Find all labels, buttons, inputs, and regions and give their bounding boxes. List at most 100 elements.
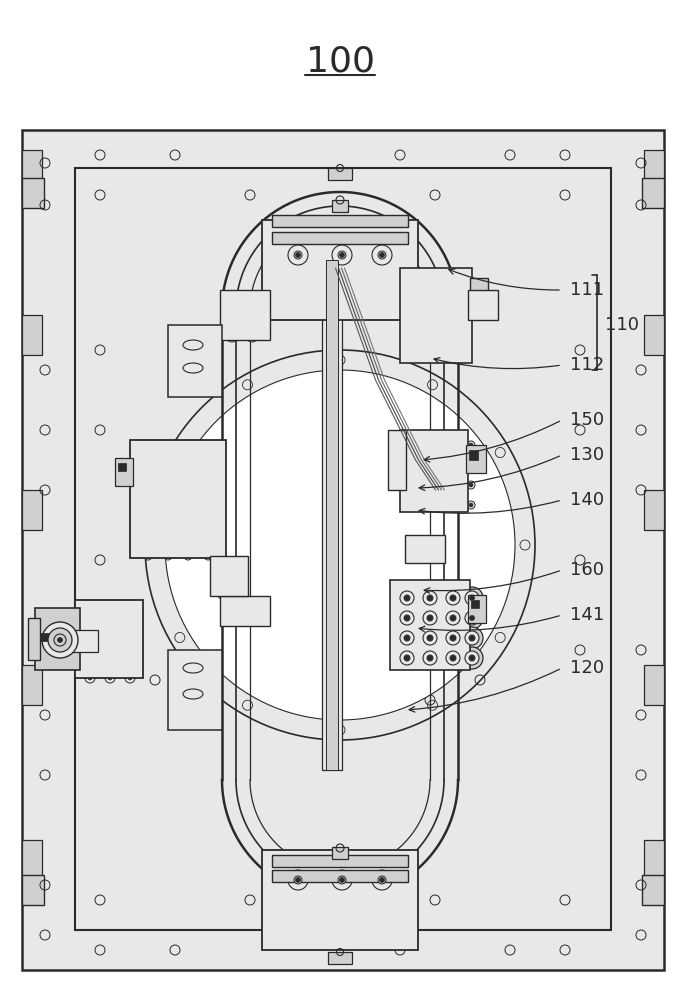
Circle shape [125,673,135,683]
Circle shape [283,865,313,895]
Bar [466,445,486,473]
Ellipse shape [183,689,203,699]
Circle shape [42,622,78,658]
Bar [469,450,478,460]
Circle shape [225,293,239,307]
Circle shape [144,476,152,484]
Bar [400,430,468,512]
Circle shape [396,627,418,649]
Bar [644,665,664,705]
Circle shape [461,587,483,609]
Circle shape [438,283,442,287]
Circle shape [453,503,457,507]
Circle shape [430,540,440,550]
Circle shape [436,351,444,359]
Circle shape [245,328,259,342]
Circle shape [396,647,418,669]
Circle shape [436,328,444,336]
Circle shape [481,296,485,300]
Circle shape [125,613,135,623]
Text: 140: 140 [570,491,604,509]
Circle shape [330,368,334,372]
Circle shape [453,463,457,467]
Text: 160: 160 [570,561,604,579]
Circle shape [144,516,152,524]
Circle shape [184,456,192,464]
Circle shape [405,595,410,600]
Bar [332,200,348,212]
Circle shape [427,635,433,641]
Circle shape [206,518,210,522]
Circle shape [451,615,456,620]
Circle shape [465,591,479,605]
Circle shape [404,615,410,621]
Circle shape [105,635,115,645]
Circle shape [184,496,192,504]
Circle shape [411,461,419,469]
Circle shape [146,498,150,502]
Text: 110: 110 [605,316,639,334]
Circle shape [225,315,239,329]
Circle shape [218,561,226,569]
Circle shape [144,536,152,544]
Bar [22,875,44,905]
Circle shape [451,501,459,509]
Circle shape [330,648,334,652]
Circle shape [414,353,418,357]
Bar [644,490,664,530]
Circle shape [146,478,150,482]
Circle shape [446,631,460,645]
Circle shape [411,501,419,509]
Bar [75,168,611,930]
Bar [272,870,408,882]
Circle shape [405,636,410,641]
Circle shape [329,527,335,533]
Circle shape [438,306,442,310]
Bar [220,290,270,340]
Circle shape [451,461,459,469]
Circle shape [105,613,115,623]
Circle shape [469,463,473,467]
Bar [220,596,270,626]
Circle shape [108,616,112,620]
Circle shape [450,635,456,641]
Circle shape [184,516,192,524]
Circle shape [48,628,72,652]
Circle shape [105,673,115,683]
Circle shape [450,655,456,661]
Circle shape [481,310,485,314]
Circle shape [427,595,433,601]
Circle shape [164,516,172,524]
Circle shape [461,647,483,669]
Circle shape [88,676,92,680]
Circle shape [164,496,172,504]
Text: 150: 150 [570,411,604,429]
Circle shape [166,538,170,542]
Circle shape [204,496,212,504]
Bar [332,847,348,859]
Circle shape [125,635,135,645]
Circle shape [413,443,417,447]
Bar [75,600,143,678]
Circle shape [229,601,237,609]
Circle shape [372,245,392,265]
Circle shape [330,488,334,492]
Circle shape [414,283,418,287]
Circle shape [128,676,132,680]
Circle shape [427,636,432,641]
Circle shape [296,252,300,257]
Circle shape [396,587,418,609]
Circle shape [427,655,433,661]
Circle shape [338,274,346,282]
Circle shape [442,627,464,649]
Circle shape [234,561,242,569]
Circle shape [125,657,135,667]
Circle shape [146,554,150,558]
Circle shape [467,461,475,469]
Bar [322,260,342,770]
Circle shape [332,870,352,890]
Circle shape [461,607,483,629]
Circle shape [54,634,66,646]
Circle shape [128,638,132,642]
Circle shape [469,656,475,660]
